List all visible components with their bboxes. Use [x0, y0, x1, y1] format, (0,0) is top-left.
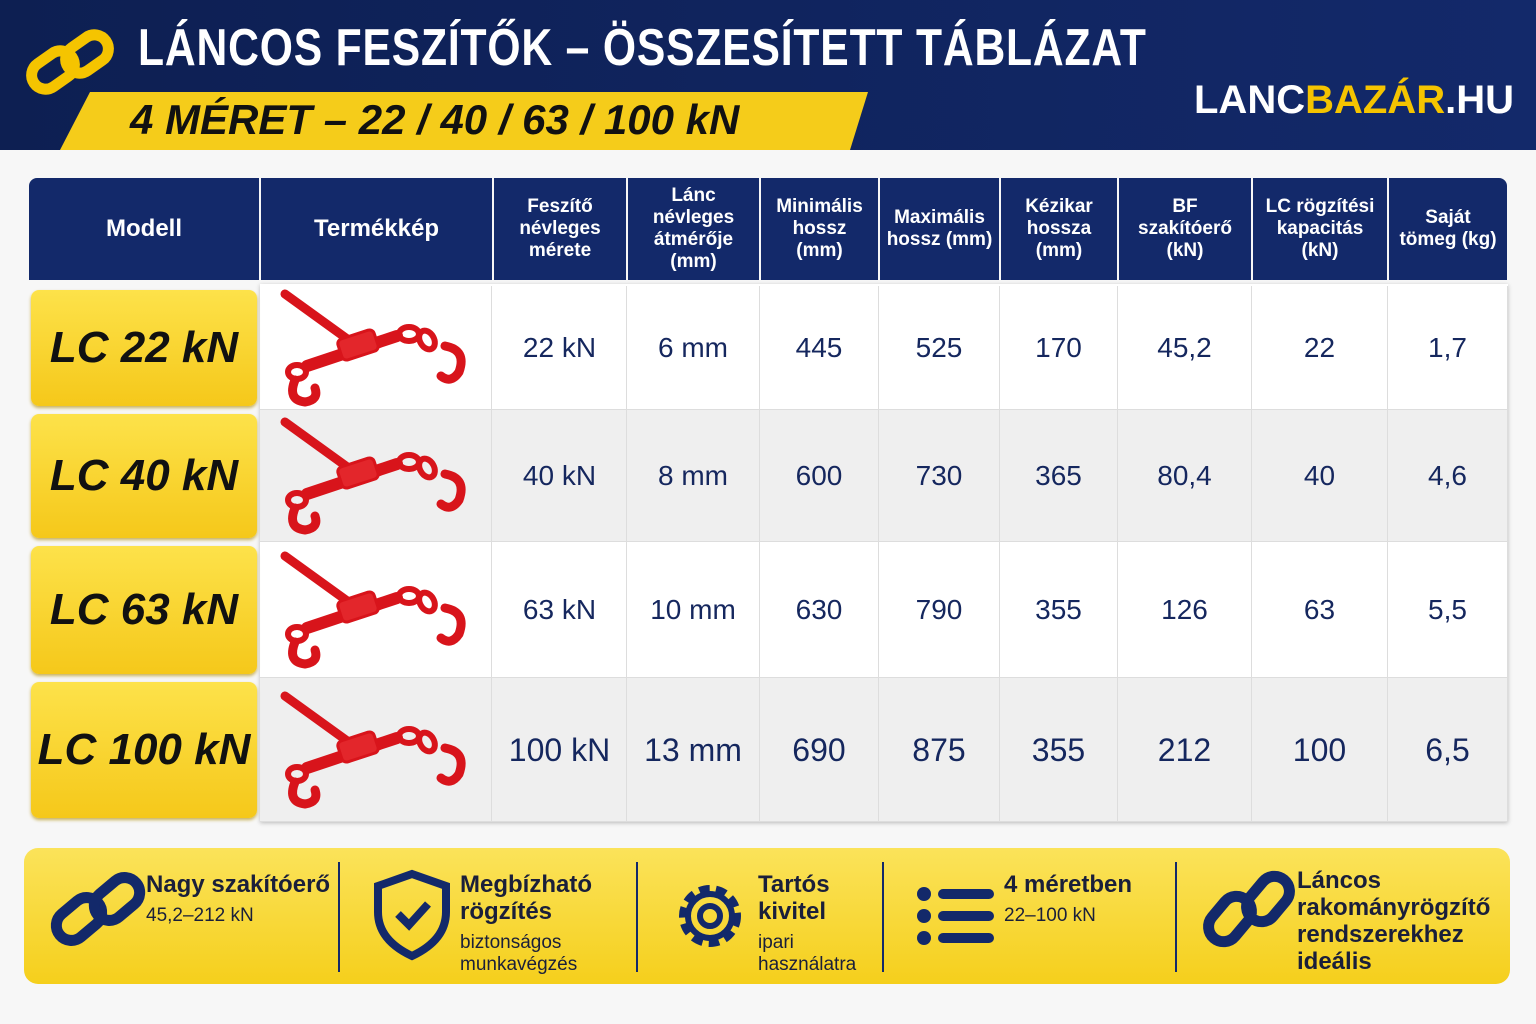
table-cell: 6 mm	[627, 286, 760, 410]
feature-divider	[338, 862, 340, 972]
feature-subtitle: 45,2–212 kN	[146, 904, 254, 926]
icon	[679, 885, 741, 947]
table-cell: 22	[1252, 286, 1388, 410]
column-header: Kézikar hossza (mm)	[1001, 178, 1117, 280]
subtitle-banner	[60, 92, 868, 150]
feature-title: Nagy szakítóerő	[146, 871, 331, 898]
feature-divider	[1175, 862, 1177, 972]
product-image	[280, 417, 466, 535]
table-cell: 600	[760, 410, 879, 542]
column-header: Modell	[29, 178, 259, 280]
table-cell: 790	[879, 542, 1000, 678]
feature-icon	[906, 866, 1006, 966]
table-cell: 875	[879, 678, 1000, 822]
table-cell: 22 kN	[493, 286, 627, 410]
feature-title: Tartós kivitel	[758, 871, 830, 925]
logo-icon	[26, 29, 114, 95]
feature-icon	[660, 866, 760, 966]
table-cell: 126	[1118, 542, 1252, 678]
feature-text: Tartós kivitel ipari használatra	[758, 871, 878, 975]
brand-part: .HU	[1445, 78, 1514, 122]
model-label: LC 63 kN	[31, 546, 257, 674]
column-header: Maximális hossz (mm)	[880, 178, 999, 280]
feature-title: Láncos rakományrögzítő rendszerekhez ide…	[1297, 867, 1491, 975]
table-cell: 63 kN	[493, 542, 627, 678]
feature-subtitle: biztonságos munkavégzés	[460, 931, 578, 975]
brand: LANCBAZÁR.HU	[1194, 78, 1514, 123]
brand-part: BAZÁR	[1305, 78, 1446, 122]
feature-icon	[1199, 866, 1299, 966]
feature-title: 4 méretben	[1004, 871, 1133, 898]
table-cell: 365	[1000, 410, 1118, 542]
table-cell: 4,6	[1388, 410, 1508, 542]
table-cell: 13 mm	[627, 678, 760, 822]
product-cell	[262, 678, 492, 822]
row-background	[260, 410, 1508, 542]
table-cell: 690	[760, 678, 879, 822]
feature-text: Megbízható rögzítés biztonságos munkavégz…	[460, 871, 632, 975]
feature-bar	[24, 848, 1510, 984]
column-header: Lánc névleges átmérője (mm)	[628, 178, 759, 280]
feature-divider	[636, 862, 638, 972]
subtitle: 4 MÉRET – 22 / 40 / 63 / 100 kN	[130, 96, 740, 143]
table-cell: 170	[1000, 286, 1118, 410]
table-cell: 212	[1118, 678, 1252, 822]
brand-part: LANC	[1194, 78, 1306, 122]
table-cell: 63	[1252, 542, 1388, 678]
column-header: Termékkép	[261, 178, 492, 280]
feature-divider	[882, 862, 884, 972]
table-cell: 730	[879, 410, 1000, 542]
model-label: LC 40 kN	[31, 414, 257, 538]
table-cell: 100	[1252, 678, 1388, 822]
feature-subtitle: ipari használatra	[758, 931, 857, 975]
icon	[374, 869, 450, 961]
feature-text: Láncos rakományrögzítő rendszerekhez ide…	[1297, 867, 1506, 976]
product-image	[280, 551, 466, 669]
table-cell: 80,4	[1118, 410, 1252, 542]
title: LÁNCOS FESZÍTŐK – ÖSSZESÍTETT TÁBLÁZAT	[138, 19, 1147, 77]
icon	[50, 872, 146, 946]
column-header: Feszítő névleges mérete	[494, 178, 626, 280]
row-background	[260, 286, 1508, 410]
product-image	[280, 691, 466, 809]
table-cell: 5,5	[1388, 542, 1508, 678]
table-cell: 40	[1252, 410, 1388, 542]
table-cell: 100 kN	[493, 678, 627, 822]
column-header: Minimális hossz (mm)	[761, 178, 878, 280]
table-cell: 8 mm	[627, 410, 760, 542]
product-cell	[262, 410, 492, 542]
feature-text: Nagy szakítóerő 45,2–212 kN	[146, 871, 334, 927]
table-cell: 40 kN	[493, 410, 627, 542]
feature-subtitle: 22–100 kN	[1004, 904, 1096, 926]
table-cell: 630	[760, 542, 879, 678]
feature-icon	[48, 866, 148, 966]
table-cell: 355	[1000, 678, 1118, 822]
icon	[917, 887, 994, 945]
row-background	[260, 678, 1508, 822]
column-header: BF szakítóerő (kN)	[1119, 178, 1251, 280]
product-image	[280, 289, 466, 407]
table-cell: 445	[760, 286, 879, 410]
table-cell: 10 mm	[627, 542, 760, 678]
icon	[1203, 870, 1295, 948]
table-cell: 45,2	[1118, 286, 1252, 410]
table-cell: 355	[1000, 542, 1118, 678]
feature-title: Megbízható rögzítés	[460, 871, 592, 925]
column-header: LC rögzítési kapacitás (kN)	[1253, 178, 1387, 280]
feature-icon	[362, 866, 462, 966]
model-label: LC 22 kN	[31, 290, 257, 406]
column-header: Saját tömeg (kg)	[1389, 178, 1507, 280]
model-label: LC 100 kN	[31, 682, 257, 818]
feature-text: 4 méretben 22–100 kN	[1004, 871, 1171, 927]
product-cell	[262, 542, 492, 678]
product-cell	[262, 286, 492, 410]
row-background	[260, 542, 1508, 678]
table-cell: 525	[879, 286, 1000, 410]
table-cell: 1,7	[1388, 286, 1508, 410]
table-cell: 6,5	[1388, 678, 1508, 822]
